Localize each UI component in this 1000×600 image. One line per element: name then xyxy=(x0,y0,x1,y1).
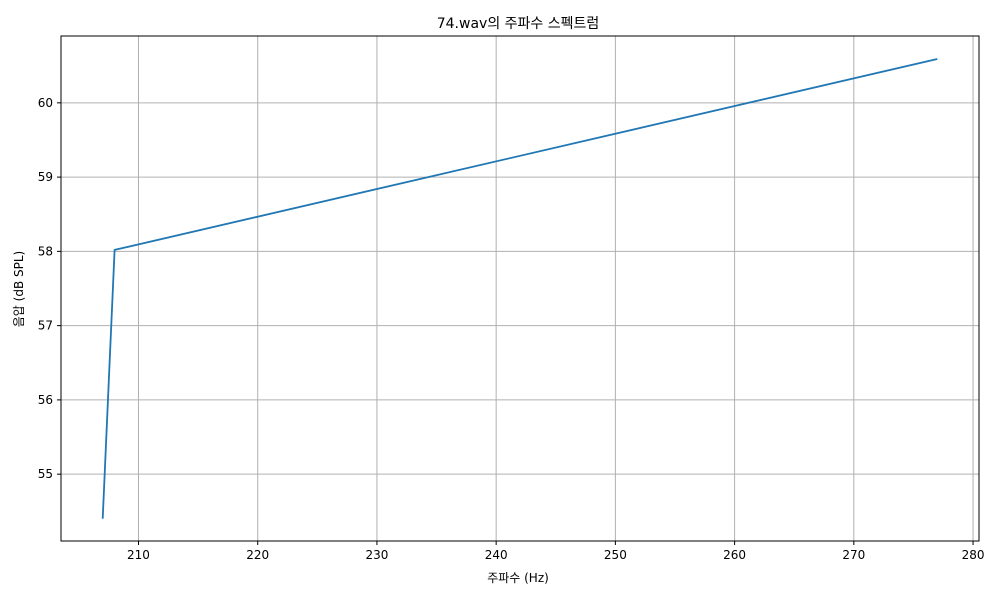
y-tick-label: 60 xyxy=(38,96,53,110)
y-axis: 55 56 57 58 59 60 xyxy=(38,96,61,481)
x-axis: 210 220 230 240 250 260 270 280 xyxy=(127,541,984,562)
x-tick-label: 270 xyxy=(842,548,865,562)
y-tick-label: 59 xyxy=(38,170,53,184)
y-tick-label: 58 xyxy=(38,244,53,258)
x-tick-label: 240 xyxy=(485,548,508,562)
plot-frame xyxy=(60,35,980,542)
series-layer xyxy=(101,58,938,519)
x-tick-label: 230 xyxy=(365,548,388,562)
grid xyxy=(61,36,979,541)
chart-title: 74.wav의 주파수 스펙트럼 xyxy=(437,16,600,32)
x-tick-label: 280 xyxy=(962,548,985,562)
x-tick-label: 250 xyxy=(604,548,627,562)
series-line xyxy=(101,58,938,519)
x-tick-label: 210 xyxy=(127,548,150,562)
y-tick-label: 57 xyxy=(38,319,53,333)
x-tick-label: 220 xyxy=(246,548,269,562)
y-tick-label: 55 xyxy=(38,467,53,481)
y-tick-label: 56 xyxy=(38,393,53,407)
y-axis-title: 음압 (dB SPL) xyxy=(12,251,26,327)
x-axis-title: 주파수 (Hz) xyxy=(487,571,549,585)
x-tick-label: 260 xyxy=(723,548,746,562)
